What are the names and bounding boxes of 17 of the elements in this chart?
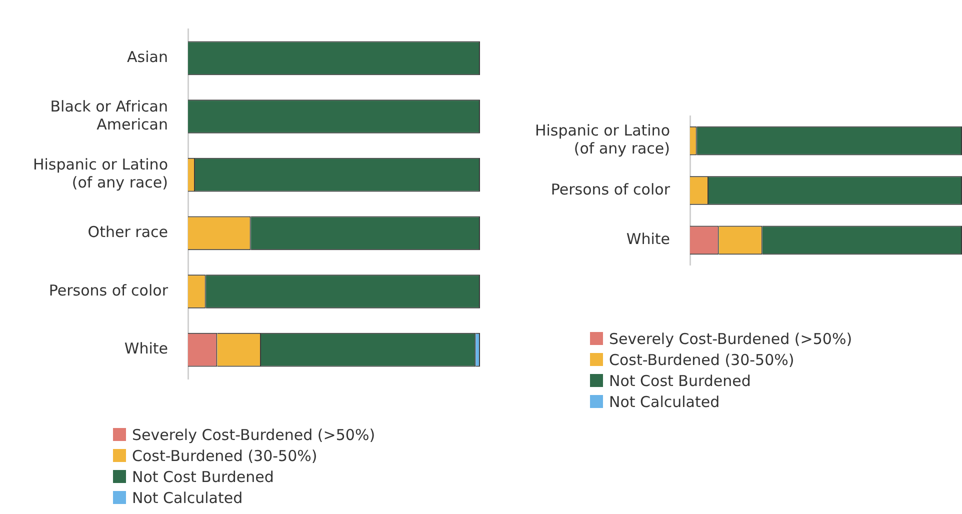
y-tick-label: Persons of color (48, 281, 169, 300)
y-tick-label: Other race (88, 223, 168, 242)
legend-label: Cost-Burdened (30-50%) (132, 446, 318, 464)
y-tick-label: Black or African American (50, 97, 168, 134)
legend-label: Not Cost Burdened (609, 372, 751, 390)
legend-label: Cost-Burdened (30-50%) (609, 350, 794, 368)
legend-label: Not Cost Burdened (132, 468, 274, 486)
legend-label: Not Calculated (609, 392, 720, 410)
y-tick-label: White (626, 230, 670, 248)
y-tick-label: Asian (127, 48, 168, 66)
legend-label: Severely Cost-Burdened (>50%) (132, 426, 376, 444)
y-tick-label: White (124, 340, 168, 358)
legend-label: Not Calculated (132, 488, 243, 506)
y-tick-label: Hispanic or Latino (of any race) (32, 156, 168, 192)
y-tick-label: Hispanic or Latino (of any race) (534, 122, 670, 158)
legend-label: Severely Cost-Burdened (>50%) (609, 330, 852, 348)
y-tick-label: Persons of color (550, 180, 671, 198)
